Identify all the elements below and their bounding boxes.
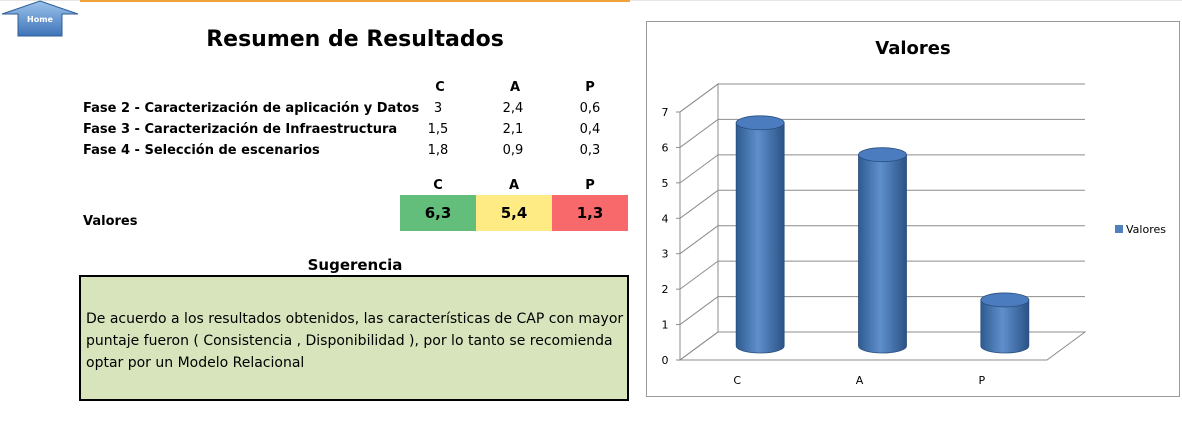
table-cell: 1,5 [427, 122, 449, 137]
row-label-fase-3: Fase 3 - Caracterización de Infraestruct… [83, 122, 398, 137]
valores-p-cell: 1,3 [552, 195, 628, 231]
gridline-diagonal [679, 331, 719, 361]
bar-a [858, 154, 907, 354]
y-tick-label: 2 [662, 283, 669, 296]
bar-p [980, 299, 1030, 354]
home-button[interactable]: Home [0, 0, 80, 40]
bar-top-c [735, 115, 785, 131]
valores-header-a: A [508, 178, 520, 193]
y-tick-label: 3 [662, 248, 669, 261]
column-header-c: C [435, 80, 445, 95]
table-cell: 2,4 [502, 101, 524, 116]
y-tick-label: 1 [662, 319, 669, 332]
gridline-diagonal [679, 83, 719, 113]
y-tick-label: 7 [662, 106, 669, 119]
bar-chart: Valores 0 1 2 3 4 5 6 7 C A P Valores [662, 38, 1167, 387]
sugerencia-text: De acuerdo a los resultados obtenidos, l… [86, 311, 624, 371]
sheet-border-line [80, 0, 630, 2]
gridline-diagonal [679, 119, 719, 148]
column-header-a: A [509, 80, 521, 95]
bar-top-a [858, 147, 907, 163]
bar-top-p [980, 292, 1030, 308]
row-label-fase-2: Fase 2 - Caracterización de aplicación y… [83, 101, 420, 116]
sugerencia-box: De acuerdo a los resultados obtenidos, l… [79, 275, 629, 401]
table-cell: 0,4 [579, 122, 601, 137]
table-cell: 0,3 [579, 143, 601, 158]
table-cell: 1,8 [427, 143, 449, 158]
legend-swatch [1115, 225, 1123, 233]
valores-c-cell: 6,3 [400, 195, 476, 231]
legend-label: Valores [1126, 223, 1166, 236]
chart-side-wall [679, 83, 719, 361]
table-cell: 0,6 [579, 101, 601, 116]
x-tick-label: P [979, 374, 986, 387]
page-title: Resumen de Resultados [206, 27, 504, 52]
chart-area[interactable]: Valores 0 1 2 3 4 5 6 7 C A P Valores [646, 21, 1180, 397]
x-tick-label: C [733, 374, 741, 387]
gridline-diagonal [679, 225, 719, 255]
gridline-diagonal [679, 189, 719, 219]
sugerencia-title: Sugerencia [307, 256, 403, 274]
gridline-diagonal [679, 296, 719, 325]
x-tick-label: A [856, 374, 864, 387]
row-label-fase-4: Fase 4 - Selección de escenarios [83, 143, 320, 158]
bar-c [735, 122, 785, 354]
valores-header-c: C [433, 178, 443, 193]
y-tick-label: 5 [662, 177, 669, 190]
column-header-p: P [585, 80, 595, 95]
table-cell: 0,9 [502, 143, 524, 158]
valores-header-p: P [585, 178, 595, 193]
gridline-diagonal [679, 154, 719, 184]
y-tick-label: 0 [662, 354, 669, 367]
home-arrow-icon [1, 0, 79, 37]
table-cell: 3 [433, 101, 443, 116]
table-cell: 2,1 [502, 122, 524, 137]
chart-title: Valores [875, 38, 950, 59]
y-tick-label: 6 [662, 141, 669, 154]
y-tick-label: 4 [662, 212, 669, 225]
gridline-diagonal [679, 260, 719, 290]
valores-a-cell: 5,4 [476, 195, 552, 231]
valores-label: Valores [83, 214, 138, 229]
home-button-label: Home [27, 15, 53, 24]
sheet-gridline [0, 0, 1182, 21]
